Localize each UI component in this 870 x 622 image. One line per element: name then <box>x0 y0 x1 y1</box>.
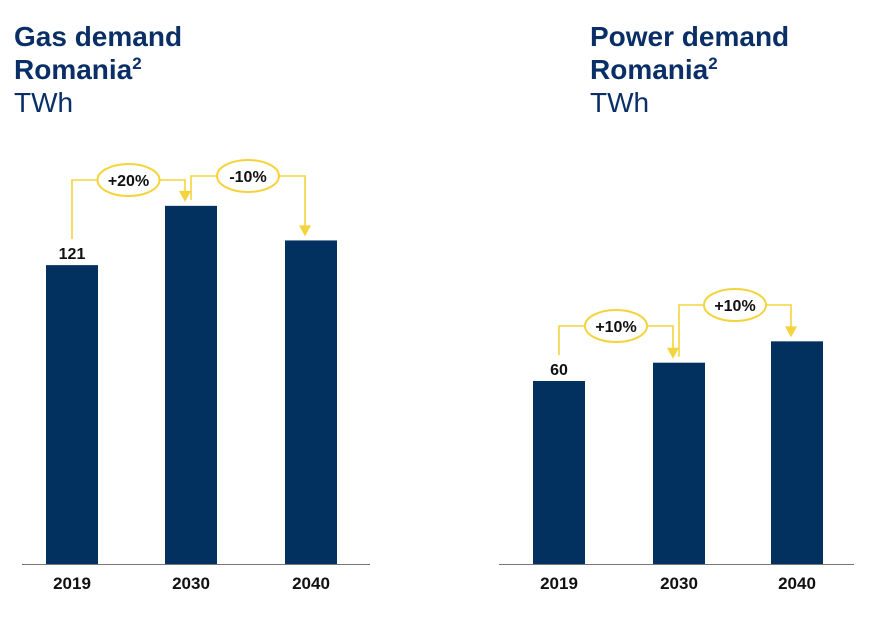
power-tick-label-2030: 2030 <box>660 574 698 593</box>
power-bar-2019 <box>533 381 585 564</box>
gas-title-block: Gas demand Romania2 TWh <box>14 20 182 119</box>
gas-tick-label-2030: 2030 <box>172 574 210 593</box>
gas-growth-label-1: +20% <box>108 173 149 190</box>
gas-tick-label-2019: 2019 <box>53 574 91 593</box>
gas-growth-arrowhead-1 <box>179 190 191 202</box>
gas-growth-badge-2 <box>216 159 280 193</box>
power-growth-arrowhead-1 <box>667 347 679 359</box>
gas-tick-label-2040: 2040 <box>292 574 330 593</box>
gas-footnote-marker: 2 <box>132 54 142 73</box>
gas-bar-2040 <box>285 240 337 564</box>
power-growth-annotation-2: +10% <box>678 288 797 357</box>
power-growth-arrowhead-2 <box>785 326 797 338</box>
gas-growth-label-2: -10% <box>229 169 266 186</box>
power-growth-annotation-1: +10% <box>558 309 679 359</box>
power-bar-2030 <box>653 362 705 564</box>
power-growth-label-1: +10% <box>595 319 636 336</box>
power-tick-label-2040: 2040 <box>778 574 816 593</box>
gas-chart-subtitle: Romania2 <box>14 54 142 85</box>
power-growth-badge-1 <box>584 309 648 343</box>
gas-demand-chart: 2019 121 2030 2040 +20% -10% <box>22 159 370 593</box>
power-chart-subtitle: Romania2 <box>590 54 718 85</box>
power-tick-label-2019: 2019 <box>540 574 578 593</box>
gas-growth-arrowhead-2 <box>299 225 311 237</box>
gas-data-label-2019: 121 <box>59 246 86 263</box>
gas-growth-annotation-1: +20% <box>71 163 191 240</box>
gas-chart-unit: TWh <box>14 87 74 118</box>
power-demand-panel: Power demand Romania2 TWh 2019 60 2030 2040… <box>435 0 870 622</box>
power-chart-title: Power demand <box>590 21 790 52</box>
gas-chart-title: Gas demand <box>14 21 183 52</box>
gas-bar-2030 <box>165 205 217 564</box>
power-demand-chart: 2019 60 2030 2040 +10% +10% <box>499 288 854 593</box>
power-growth-label-2: +10% <box>714 298 755 315</box>
gas-growth-annotation-2: -10% <box>190 159 311 237</box>
power-chart-unit: TWh <box>590 87 650 118</box>
gas-bar-2019 <box>46 265 98 564</box>
power-footnote-marker: 2 <box>708 54 718 73</box>
gas-demand-panel: Gas demand Romania2 TWh 2019 121 2030 2040 +… <box>14 20 370 593</box>
power-title-block: Power demand Romania2 TWh <box>590 20 789 119</box>
gas-growth-badge-1 <box>96 163 161 197</box>
power-growth-badge-2 <box>703 288 767 322</box>
power-bar-2040 <box>771 341 823 564</box>
power-data-label-2019: 60 <box>550 362 568 379</box>
